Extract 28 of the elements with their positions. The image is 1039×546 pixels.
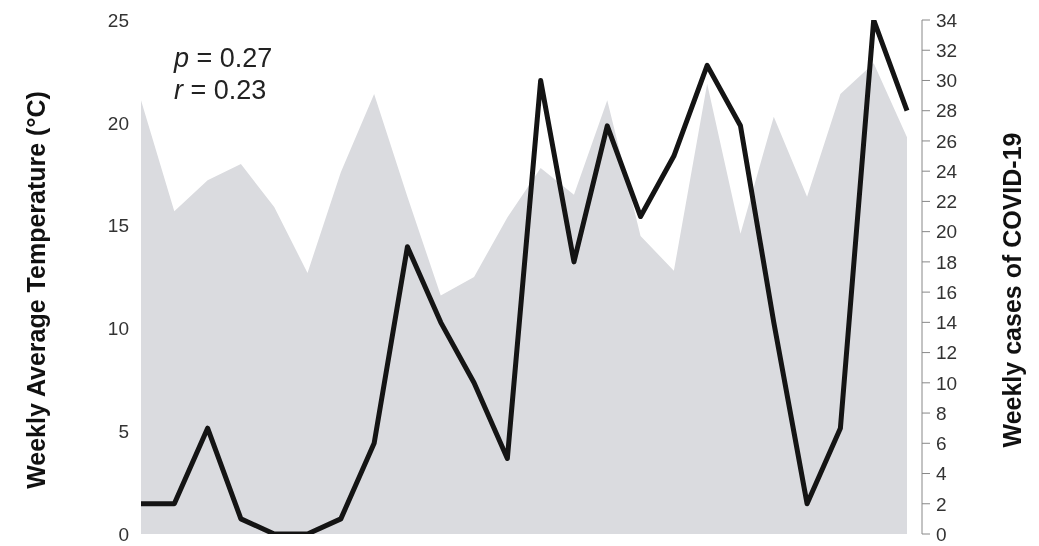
y2-tick-label: 34 (936, 9, 958, 31)
y2-tick-label: 14 (936, 312, 958, 334)
y2-tick-label: 8 (936, 402, 947, 424)
annotation: r = 0.23 (174, 75, 267, 105)
y2-tick-label: 18 (936, 251, 958, 273)
y-tick-label: 15 (107, 215, 129, 237)
y2-tick-label: 10 (936, 372, 958, 394)
y2-tick-label: 30 (936, 70, 958, 92)
y-tick-label: 25 (107, 9, 129, 31)
y2-tick-label: 26 (936, 130, 958, 152)
y2-tick-label: 32 (936, 39, 958, 61)
y2-tick-label: 28 (936, 100, 958, 122)
y2-tick-label: 22 (936, 191, 958, 213)
y2-tick-label: 2 (936, 493, 947, 515)
y-tick-label: 20 (107, 112, 129, 134)
y2-tick-label: 12 (936, 342, 958, 364)
y2-tick-label: 20 (936, 221, 958, 243)
y2-tick-label: 0 (936, 523, 947, 545)
y-axis-title: Weekly Average Temperature (°C) (22, 91, 50, 489)
y2-tick-label: 6 (936, 433, 947, 455)
y2-tick-label: 4 (936, 463, 947, 485)
annotation: p = 0.27 (173, 43, 273, 73)
y2-tick-label: 16 (936, 281, 958, 303)
y-tick-label: 0 (118, 523, 129, 545)
y2-tick-label: 24 (936, 160, 958, 182)
y-tick-label: 5 (118, 420, 129, 442)
y2-axis-title: Weekly cases of COVID-19 (998, 132, 1026, 448)
y-tick-label: 10 (107, 318, 129, 340)
